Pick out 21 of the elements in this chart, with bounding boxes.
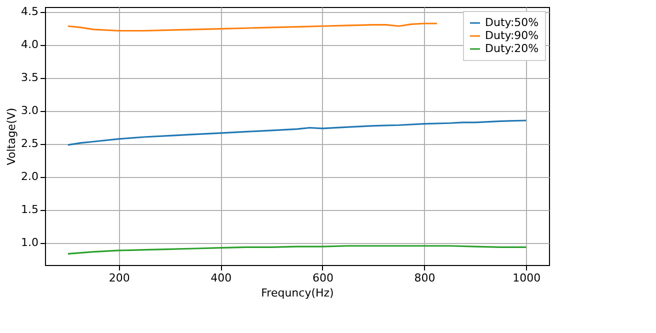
y-tick-label: 3.0 [21, 104, 38, 118]
x-tick-label: 800 [414, 272, 436, 284]
y-tick-label: 1.5 [21, 203, 38, 216]
x-tick-label: 600 [312, 272, 334, 284]
y-axis-title: Voltage(V) [5, 108, 18, 166]
y-tick-label: 3.5 [21, 71, 38, 84]
x-tick-label: 200 [108, 272, 130, 284]
y-tick-label: 1.0 [21, 236, 38, 250]
line-series [67, 22, 438, 32]
x-tick-label: 1000 [512, 272, 541, 284]
x-axis-title: Frequncy(Hz) [261, 286, 334, 300]
legend-label: Duty:50% [485, 16, 539, 29]
legend-label: Duty:90% [485, 29, 539, 42]
y-tick-label: 4.0 [21, 38, 38, 52]
y-tick-label: 2.0 [21, 170, 38, 184]
y-tick-label: 2.5 [21, 137, 38, 150]
line-series [67, 120, 527, 146]
y-tick-label: 4.5 [21, 5, 38, 18]
line-series [67, 245, 527, 255]
legend-label: Duty:20% [485, 42, 539, 55]
x-tick-label: 400 [210, 272, 232, 284]
